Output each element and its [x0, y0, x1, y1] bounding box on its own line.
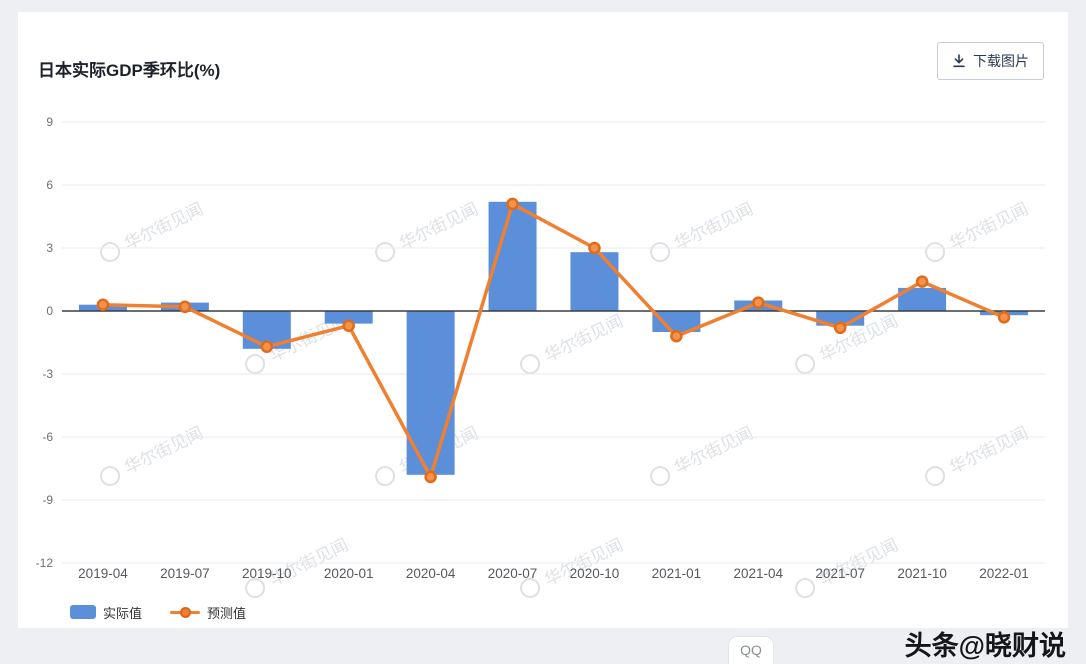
svg-text:华尔街见闻: 华尔街见闻	[266, 535, 351, 589]
svg-text:-3: -3	[42, 367, 53, 381]
svg-text:华尔街见闻: 华尔街见闻	[816, 535, 901, 589]
svg-text:2020-01: 2020-01	[324, 566, 374, 581]
svg-text:华尔街见闻: 华尔街见闻	[946, 423, 1031, 477]
svg-text:0: 0	[46, 304, 53, 318]
svg-text:华尔街见闻: 华尔街见闻	[121, 423, 206, 477]
svg-text:2019-10: 2019-10	[242, 566, 292, 581]
svg-text:2020-04: 2020-04	[406, 566, 456, 581]
svg-text:9: 9	[46, 115, 53, 129]
svg-text:6: 6	[46, 178, 53, 192]
svg-text:3: 3	[46, 241, 53, 255]
download-image-button[interactable]: 下载图片	[937, 42, 1044, 80]
chart-title: 日本实际GDP季环比(%)	[38, 61, 221, 80]
legend-item-actual[interactable]: 实际值	[70, 603, 142, 622]
svg-text:华尔街见闻: 华尔街见闻	[541, 535, 626, 589]
svg-text:2019-04: 2019-04	[78, 566, 128, 581]
svg-text:华尔街见闻: 华尔街见闻	[541, 311, 626, 365]
svg-text:2022-01: 2022-01	[979, 566, 1029, 581]
svg-text:2019-07: 2019-07	[160, 566, 210, 581]
qq-label: QQ	[740, 642, 762, 658]
svg-text:2021-04: 2021-04	[734, 566, 784, 581]
svg-text:2020-10: 2020-10	[570, 566, 620, 581]
svg-text:华尔街见闻: 华尔街见闻	[396, 199, 481, 253]
legend-label-forecast: 预测值	[207, 605, 247, 621]
svg-text:华尔街见闻: 华尔街见闻	[121, 199, 206, 253]
bar-series-swatch	[70, 605, 96, 619]
download-label: 下载图片	[973, 53, 1029, 69]
svg-text:2021-10: 2021-10	[897, 566, 947, 581]
legend-label-actual: 实际值	[103, 605, 143, 621]
svg-text:2020-07: 2020-07	[488, 566, 538, 581]
gdp-chart: 华尔街见闻 华尔街见闻 华尔街见闻 华尔街见闻 华尔街见闻 华尔街见闻 华尔街见闻 华尔街见闻…	[18, 100, 1086, 600]
svg-text:华尔街见闻: 华尔街见闻	[671, 423, 756, 477]
legend-item-forecast[interactable]: 预测值	[170, 603, 246, 622]
svg-text:-6: -6	[42, 430, 53, 444]
svg-text:华尔街见闻: 华尔街见闻	[946, 199, 1031, 253]
download-icon	[952, 54, 966, 68]
qq-popup[interactable]: QQ	[728, 636, 774, 664]
svg-text:-12: -12	[36, 556, 54, 570]
svg-text:2021-07: 2021-07	[815, 566, 865, 581]
byline-watermark: 头条@晓财说	[904, 631, 1066, 661]
chart-card: 日本实际GDP季环比(%) 下载图片 华尔街见闻 华尔街见闻 华尔街见闻 华尔街见闻华…	[18, 12, 1086, 628]
line-series-swatch	[170, 605, 201, 619]
svg-text:2021-01: 2021-01	[652, 566, 702, 581]
svg-text:-9: -9	[42, 493, 53, 507]
svg-text:华尔街见闻: 华尔街见闻	[671, 199, 756, 253]
chart-legend: 实际值 预测值	[70, 601, 246, 623]
